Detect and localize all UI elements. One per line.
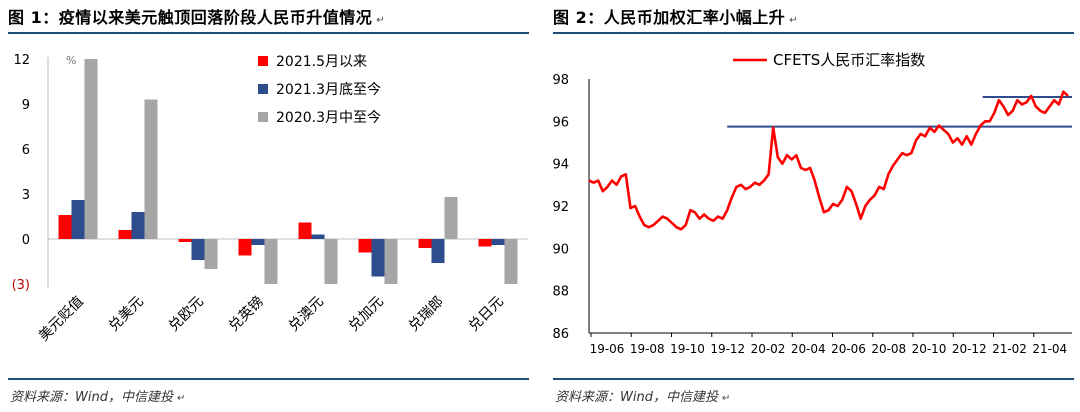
bar: [478, 239, 492, 247]
bar: [298, 222, 312, 239]
bar: [238, 239, 252, 256]
bar-chart: % 12 9 6 3 0 (3) 美元贬值 兑美元 兑欧元 兑英镑 兑澳元 兑加元 兑瑞郎 兑日元 2021.…: [12, 53, 528, 345]
bar: [371, 239, 385, 277]
bar: [264, 239, 278, 284]
bar: [324, 239, 338, 284]
y-tick-label: 94: [552, 158, 569, 173]
bar: [384, 239, 398, 284]
bar: [191, 239, 205, 260]
legend-swatch: [258, 56, 268, 66]
bar: [418, 239, 432, 248]
bar: [118, 230, 132, 239]
bar: [311, 234, 325, 239]
y-tick-label: 92: [552, 200, 569, 215]
x-category-label: 兑欧元: [166, 294, 207, 335]
bar: [178, 239, 192, 242]
x-category-label: 兑日元: [466, 294, 507, 335]
x-tick-label: 20-04: [791, 342, 826, 356]
line-chart: 98 96 94 92 90 88 86 19-06 19-08 19-10 19-12 20-02 2…: [552, 51, 1072, 356]
paragraph-mark-icon: ↵: [376, 15, 386, 26]
series-line: [588, 90, 1069, 231]
bar: [84, 59, 98, 239]
x-tick-label: 20-02: [751, 342, 786, 356]
bar: [71, 200, 85, 239]
bar: [131, 212, 145, 239]
bar: [491, 239, 505, 245]
bar: [204, 239, 218, 269]
legend-label: 2021.5月以来: [276, 54, 367, 70]
bar: [431, 239, 445, 263]
y-tick-label: (3): [12, 278, 30, 293]
legend-label: 2020.3月中至今: [276, 110, 381, 126]
x-category-label: 兑美元: [106, 294, 147, 335]
x-tick-label: 19-10: [670, 342, 705, 356]
x-tick-label: 21-04: [1032, 342, 1067, 356]
chart-2-source: 资料来源：Wind，中信建投 ↵: [555, 390, 731, 405]
source-divider: [8, 378, 529, 380]
x-tick-label: 19-12: [710, 342, 745, 356]
paragraph-mark-icon: ↵: [721, 393, 731, 404]
chart-panel-1: 图 1：疫情以来美元触顶回落阶段人民币升值情况 ↵ % 12 9 6 3 0 (3) 美元贬值兑…: [0, 0, 535, 412]
paragraph-mark-icon: ↵: [789, 15, 799, 26]
chart-2-title: 图 2：人民币加权汇率小幅上升 ↵: [553, 8, 799, 27]
chart-1-source: 资料来源：Wind，中信建投 ↵: [10, 390, 186, 405]
y-unit-label: %: [66, 54, 76, 67]
y-tick-label: 12: [13, 53, 30, 68]
y-tick-label: 88: [552, 285, 569, 300]
y-tick-label: 0: [22, 233, 30, 248]
bar: [444, 197, 458, 239]
legend-swatch: [258, 84, 268, 94]
legend-swatch: [258, 112, 268, 122]
x-category-label: 兑英镑: [225, 293, 267, 335]
bar: [504, 239, 518, 284]
x-category-label: 兑加元: [346, 294, 387, 335]
paragraph-mark-icon: ↵: [176, 393, 186, 404]
x-tick-label: 20-06: [831, 342, 866, 356]
bar: [144, 99, 158, 239]
bar: [58, 215, 72, 239]
x-category-label: 美元贬值: [36, 294, 87, 345]
y-tick-label: 98: [552, 73, 569, 88]
x-tick-label: 21-02: [992, 342, 1027, 356]
x-tick-label: 19-06: [590, 342, 625, 356]
chart-panel-2: 图 2：人民币加权汇率小幅上升 ↵ 98 96 94 92 90 88 86 19-06 19-0…: [545, 0, 1080, 412]
x-category-label: 兑澳元: [286, 294, 327, 335]
title-divider: [8, 32, 529, 34]
chart-1-title: 图 1：疫情以来美元触顶回落阶段人民币升值情况 ↵: [8, 8, 386, 27]
source-divider: [553, 378, 1074, 380]
legend-label: CFETS人民币汇率指数: [773, 51, 925, 69]
bar: [251, 239, 265, 245]
x-tick-label: 19-08: [630, 342, 665, 356]
x-category-label: 兑瑞郎: [406, 294, 447, 335]
y-tick-label: 9: [22, 98, 30, 113]
y-tick-label: 86: [552, 327, 569, 342]
y-tick-label: 90: [552, 242, 569, 257]
y-tick-label: 6: [22, 143, 30, 158]
legend-label: 2021.3月底至今: [276, 82, 381, 98]
bar: [358, 239, 372, 253]
title-divider: [553, 32, 1074, 34]
x-tick-label: 20-12: [952, 342, 987, 356]
y-tick-label: 96: [552, 115, 569, 130]
x-tick-label: 20-10: [912, 342, 947, 356]
y-tick-label: 3: [22, 188, 30, 203]
x-tick-label: 20-08: [871, 342, 906, 356]
